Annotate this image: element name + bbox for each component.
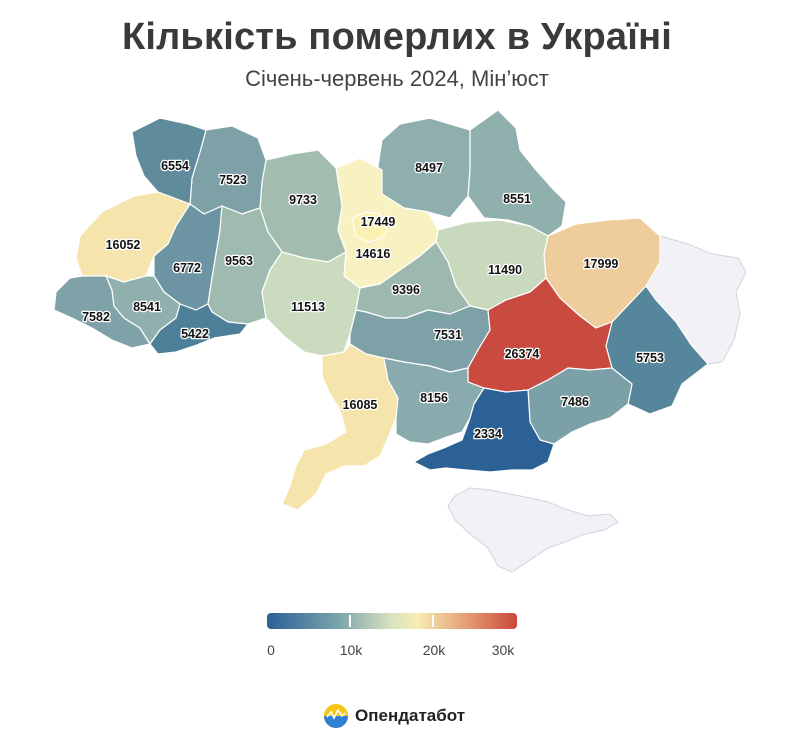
- value-label-kyiv-oblast: 14616: [356, 247, 391, 261]
- value-label-rivne: 7523: [219, 173, 247, 187]
- value-label-zaporizhzhia: 7486: [561, 395, 589, 409]
- legend-label-20k: 20k: [422, 642, 446, 658]
- value-label-ivano-frankivsk: 8541: [133, 300, 161, 314]
- value-label-zakarpattia: 7582: [82, 310, 110, 324]
- region-odesa[interactable]: [281, 343, 399, 511]
- opendatabot-icon: [324, 704, 348, 728]
- legend-label-0: 0: [267, 642, 275, 658]
- region-mykolaiv[interactable]: [383, 357, 485, 445]
- value-label-khmelnytskyi: 9563: [225, 254, 253, 268]
- value-label-dnipro: 26374: [505, 347, 540, 361]
- value-label-kyiv-city: 17449: [361, 215, 396, 229]
- chart-title: Кількість померлих в Україні: [121, 16, 673, 58]
- legend-label-30k: 30k: [491, 642, 515, 658]
- value-label-odesa: 16085: [343, 398, 378, 412]
- value-label-sumy: 8551: [503, 192, 531, 206]
- region-kherson[interactable]: [413, 387, 555, 473]
- value-label-luhansk: 5753: [636, 351, 664, 365]
- legend-labels: 0 10k 20k 30k: [267, 642, 527, 662]
- chart-subtitle: Січень-червень 2024, Мін’юст: [245, 66, 549, 91]
- ukraine-map: 6554 7523 9733 8497 8551 17449 14616 16052 6772 9…: [53, 109, 747, 573]
- value-label-cherkasy: 9396: [392, 283, 420, 297]
- brand-logo[interactable]: Опендатабот: [323, 701, 465, 731]
- region-volyn[interactable]: [131, 117, 207, 205]
- value-label-kharkiv: 17999: [584, 257, 619, 271]
- value-label-kherson: 2334: [474, 427, 502, 441]
- value-label-chernihiv: 8497: [415, 161, 443, 175]
- region-khmelnytskyi[interactable]: [207, 205, 283, 325]
- region-chernivtsi[interactable]: [149, 303, 249, 355]
- legend-label-10k: 10k: [339, 642, 363, 658]
- value-label-mykolaiv: 8156: [420, 391, 448, 405]
- color-legend: [267, 613, 517, 630]
- region-sumy[interactable]: [467, 109, 567, 237]
- legend-gradient-bar: [267, 613, 517, 629]
- region-vinnytsia[interactable]: [261, 251, 361, 357]
- legend-tick: [432, 615, 434, 627]
- value-label-chernivtsi: 5422: [181, 327, 209, 341]
- value-label-zhytomyr: 9733: [289, 193, 317, 207]
- brand-name: Опендатабот: [355, 706, 466, 725]
- legend-tick: [349, 615, 351, 627]
- value-label-volyn: 6554: [161, 159, 189, 173]
- value-label-ternopil: 6772: [173, 261, 201, 275]
- region-kyiv-city[interactable]: [351, 211, 389, 243]
- value-label-kirovohrad: 7531: [434, 328, 462, 342]
- value-label-vinnytsia: 11513: [291, 300, 325, 314]
- value-label-poltava: 11490: [488, 263, 522, 277]
- region-crimea[interactable]: [447, 487, 619, 573]
- value-label-lviv: 16052: [106, 238, 141, 252]
